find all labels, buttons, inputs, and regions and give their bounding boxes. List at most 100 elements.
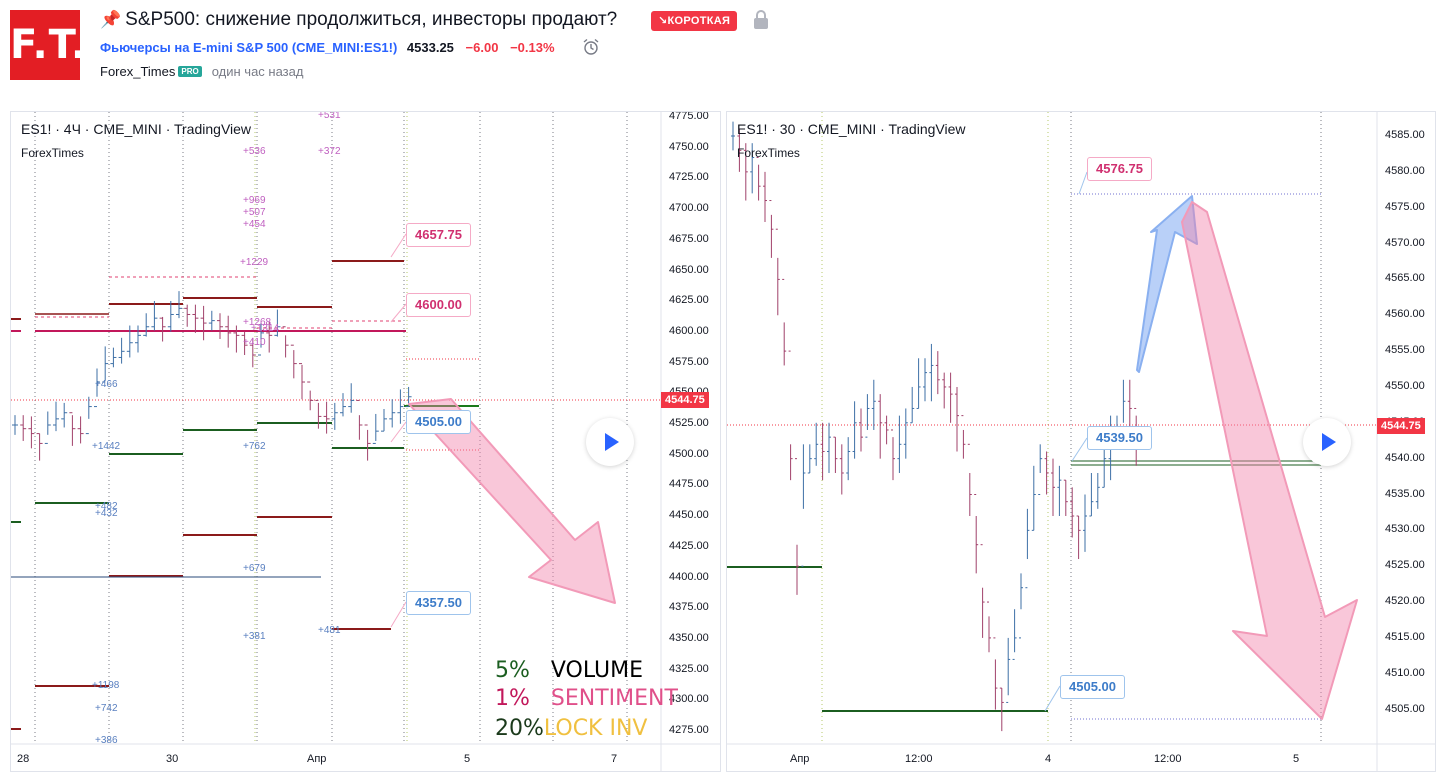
- price-tick: 4505.00: [1385, 702, 1425, 715]
- chart-legend: ES1! · 30 · CME_MINI · TradingView: [737, 121, 966, 137]
- price-tick: 4425.00: [669, 539, 709, 552]
- symbol-code: CME_MINI:ES1!: [296, 40, 393, 55]
- chart-sublegend: ForexTimes: [737, 146, 800, 160]
- price-tick: 4450.00: [669, 509, 709, 522]
- stat-label: LOCK INV: [543, 716, 648, 741]
- callout-pointer: [390, 601, 407, 628]
- last-price-tag: 4544.75: [1377, 418, 1425, 434]
- callout-4505: 4505.00: [1060, 675, 1125, 699]
- volume-label: +1198: [92, 680, 120, 691]
- down-arrow: [408, 398, 616, 604]
- price-tick: 4325.00: [669, 662, 709, 675]
- callout-4600: 4600.00: [406, 293, 471, 317]
- stat-label: VOLUME: [550, 658, 644, 683]
- callout-pointer: [390, 303, 407, 323]
- logo-text: F.T.: [10, 22, 88, 68]
- price-tick: 4350.00: [669, 631, 709, 644]
- volume-label: +969: [243, 195, 266, 206]
- symbol-code-wrap[interactable]: (CME_MINI:ES1!): [291, 40, 398, 55]
- volume-label: +372: [318, 146, 341, 157]
- price-tick: 4525.00: [1385, 559, 1425, 572]
- price-tick: 4275.00: [669, 724, 709, 736]
- callout-pointer: [390, 233, 407, 258]
- callout-4505: 4505.00: [406, 410, 471, 434]
- time-tick: 28: [17, 753, 30, 765]
- price-tick: 4540.00: [1385, 451, 1425, 464]
- brand-logo[interactable]: F.T.: [10, 10, 88, 80]
- stat-volume: 5% VOLUME: [495, 658, 643, 683]
- price-tick: 4530.00: [1385, 523, 1425, 536]
- volume-label: +679: [243, 563, 266, 574]
- price-tick: 4585.00: [1385, 129, 1425, 141]
- price-tick: 4525.00: [669, 417, 709, 429]
- price-tick: 4725.00: [669, 171, 709, 184]
- time-tick: 4: [1045, 753, 1052, 765]
- price-tick: 4700.00: [669, 202, 709, 215]
- idea-title: S&P500: снижение продолжиться, инвесторы…: [125, 9, 618, 30]
- time-tick: 7: [611, 753, 618, 765]
- price-tick: 4520.00: [1385, 595, 1425, 608]
- play-button[interactable]: [1303, 418, 1351, 466]
- lock-icon: [754, 10, 768, 29]
- volume-label: +531: [318, 111, 341, 121]
- volume-label: +1442: [92, 441, 121, 452]
- volume-label: +381: [243, 631, 266, 642]
- volume-label: +536: [243, 146, 266, 157]
- callout-4576: 4576.75: [1087, 157, 1152, 181]
- price-tick: 4475.00: [669, 478, 709, 491]
- price-tick: 4675.00: [669, 232, 709, 245]
- stat-value: 5%: [495, 658, 530, 683]
- chart-30m[interactable]: ES1! · 30 · CME_MINI · TradingView Forex…: [726, 111, 1436, 772]
- price-tick: 4375.00: [669, 601, 709, 614]
- time-tick: 5: [1293, 753, 1300, 765]
- up-arrow: [1136, 195, 1198, 373]
- down-arrow: [1181, 201, 1358, 720]
- callout-pointer: [1078, 171, 1088, 195]
- volume-label: +1314: [251, 323, 280, 334]
- idea-title-row: 📌 S&P500: снижение продолжиться, инвестор…: [100, 9, 617, 31]
- callout-4539: 4539.50: [1087, 426, 1152, 450]
- time-tick: 30: [166, 753, 179, 765]
- price-tick: 4510.00: [1385, 666, 1425, 679]
- volume-label: +482: [95, 501, 118, 512]
- time-tick: 12:00: [1154, 753, 1182, 765]
- pin-icon: 📌: [100, 10, 122, 29]
- price-tick: 4625.00: [669, 294, 709, 307]
- price-tick: 4560.00: [1385, 308, 1425, 321]
- volume-label: +432: [95, 508, 118, 519]
- stat-value: 1%: [495, 686, 530, 711]
- callout-4657: 4657.75: [406, 223, 471, 247]
- symbol-line: Фьючерсы на E-mini S&P 500 (CME_MINI:ES1…: [100, 40, 555, 55]
- chart-sublegend: ForexTimes: [21, 146, 84, 160]
- price-tick: 4580.00: [1385, 164, 1425, 177]
- price-tick: 4650.00: [669, 263, 709, 276]
- chart-4h[interactable]: ES1! · 4Ч · CME_MINI · TradingView Forex…: [10, 111, 721, 772]
- price-tick: 4555.00: [1385, 344, 1425, 357]
- price-tick: 4515.00: [1385, 630, 1425, 643]
- volume-label: +742: [95, 703, 118, 714]
- symbol-link[interactable]: Фьючерсы на E-mini S&P 500: [100, 40, 289, 55]
- price-change: −6.00: [465, 40, 499, 55]
- stat-value: 20%: [495, 716, 544, 741]
- price-change-pct: −0.13%: [510, 40, 555, 55]
- chart-legend: ES1! · 4Ч · CME_MINI · TradingView: [21, 121, 252, 137]
- volume-label: +410: [243, 337, 266, 348]
- play-button[interactable]: [586, 418, 634, 466]
- volume-label: +1229: [240, 257, 269, 268]
- alert-clock-icon[interactable]: [582, 38, 600, 56]
- short-badge: ↘КОРОТКАЯ: [651, 11, 738, 31]
- volume-label: +507: [243, 207, 266, 218]
- price-tick: 4400.00: [669, 570, 709, 583]
- author-name[interactable]: Forex_Times: [100, 64, 176, 79]
- callout-pointer: [1044, 685, 1061, 712]
- price-tick: 4565.00: [1385, 272, 1425, 285]
- time-tick: 5: [464, 753, 471, 765]
- volume-label: +466: [95, 379, 118, 390]
- price-tick: 4775.00: [669, 111, 709, 122]
- price-tick: 4750.00: [669, 140, 709, 153]
- stat-sentiment: 1% SENTIMENT: [495, 686, 678, 711]
- stat-label: SENTIMENT: [550, 686, 678, 711]
- volume-label: +386: [95, 735, 118, 746]
- chart-4h-canvas[interactable]: [11, 112, 721, 772]
- time-tick: 12:00: [905, 753, 933, 765]
